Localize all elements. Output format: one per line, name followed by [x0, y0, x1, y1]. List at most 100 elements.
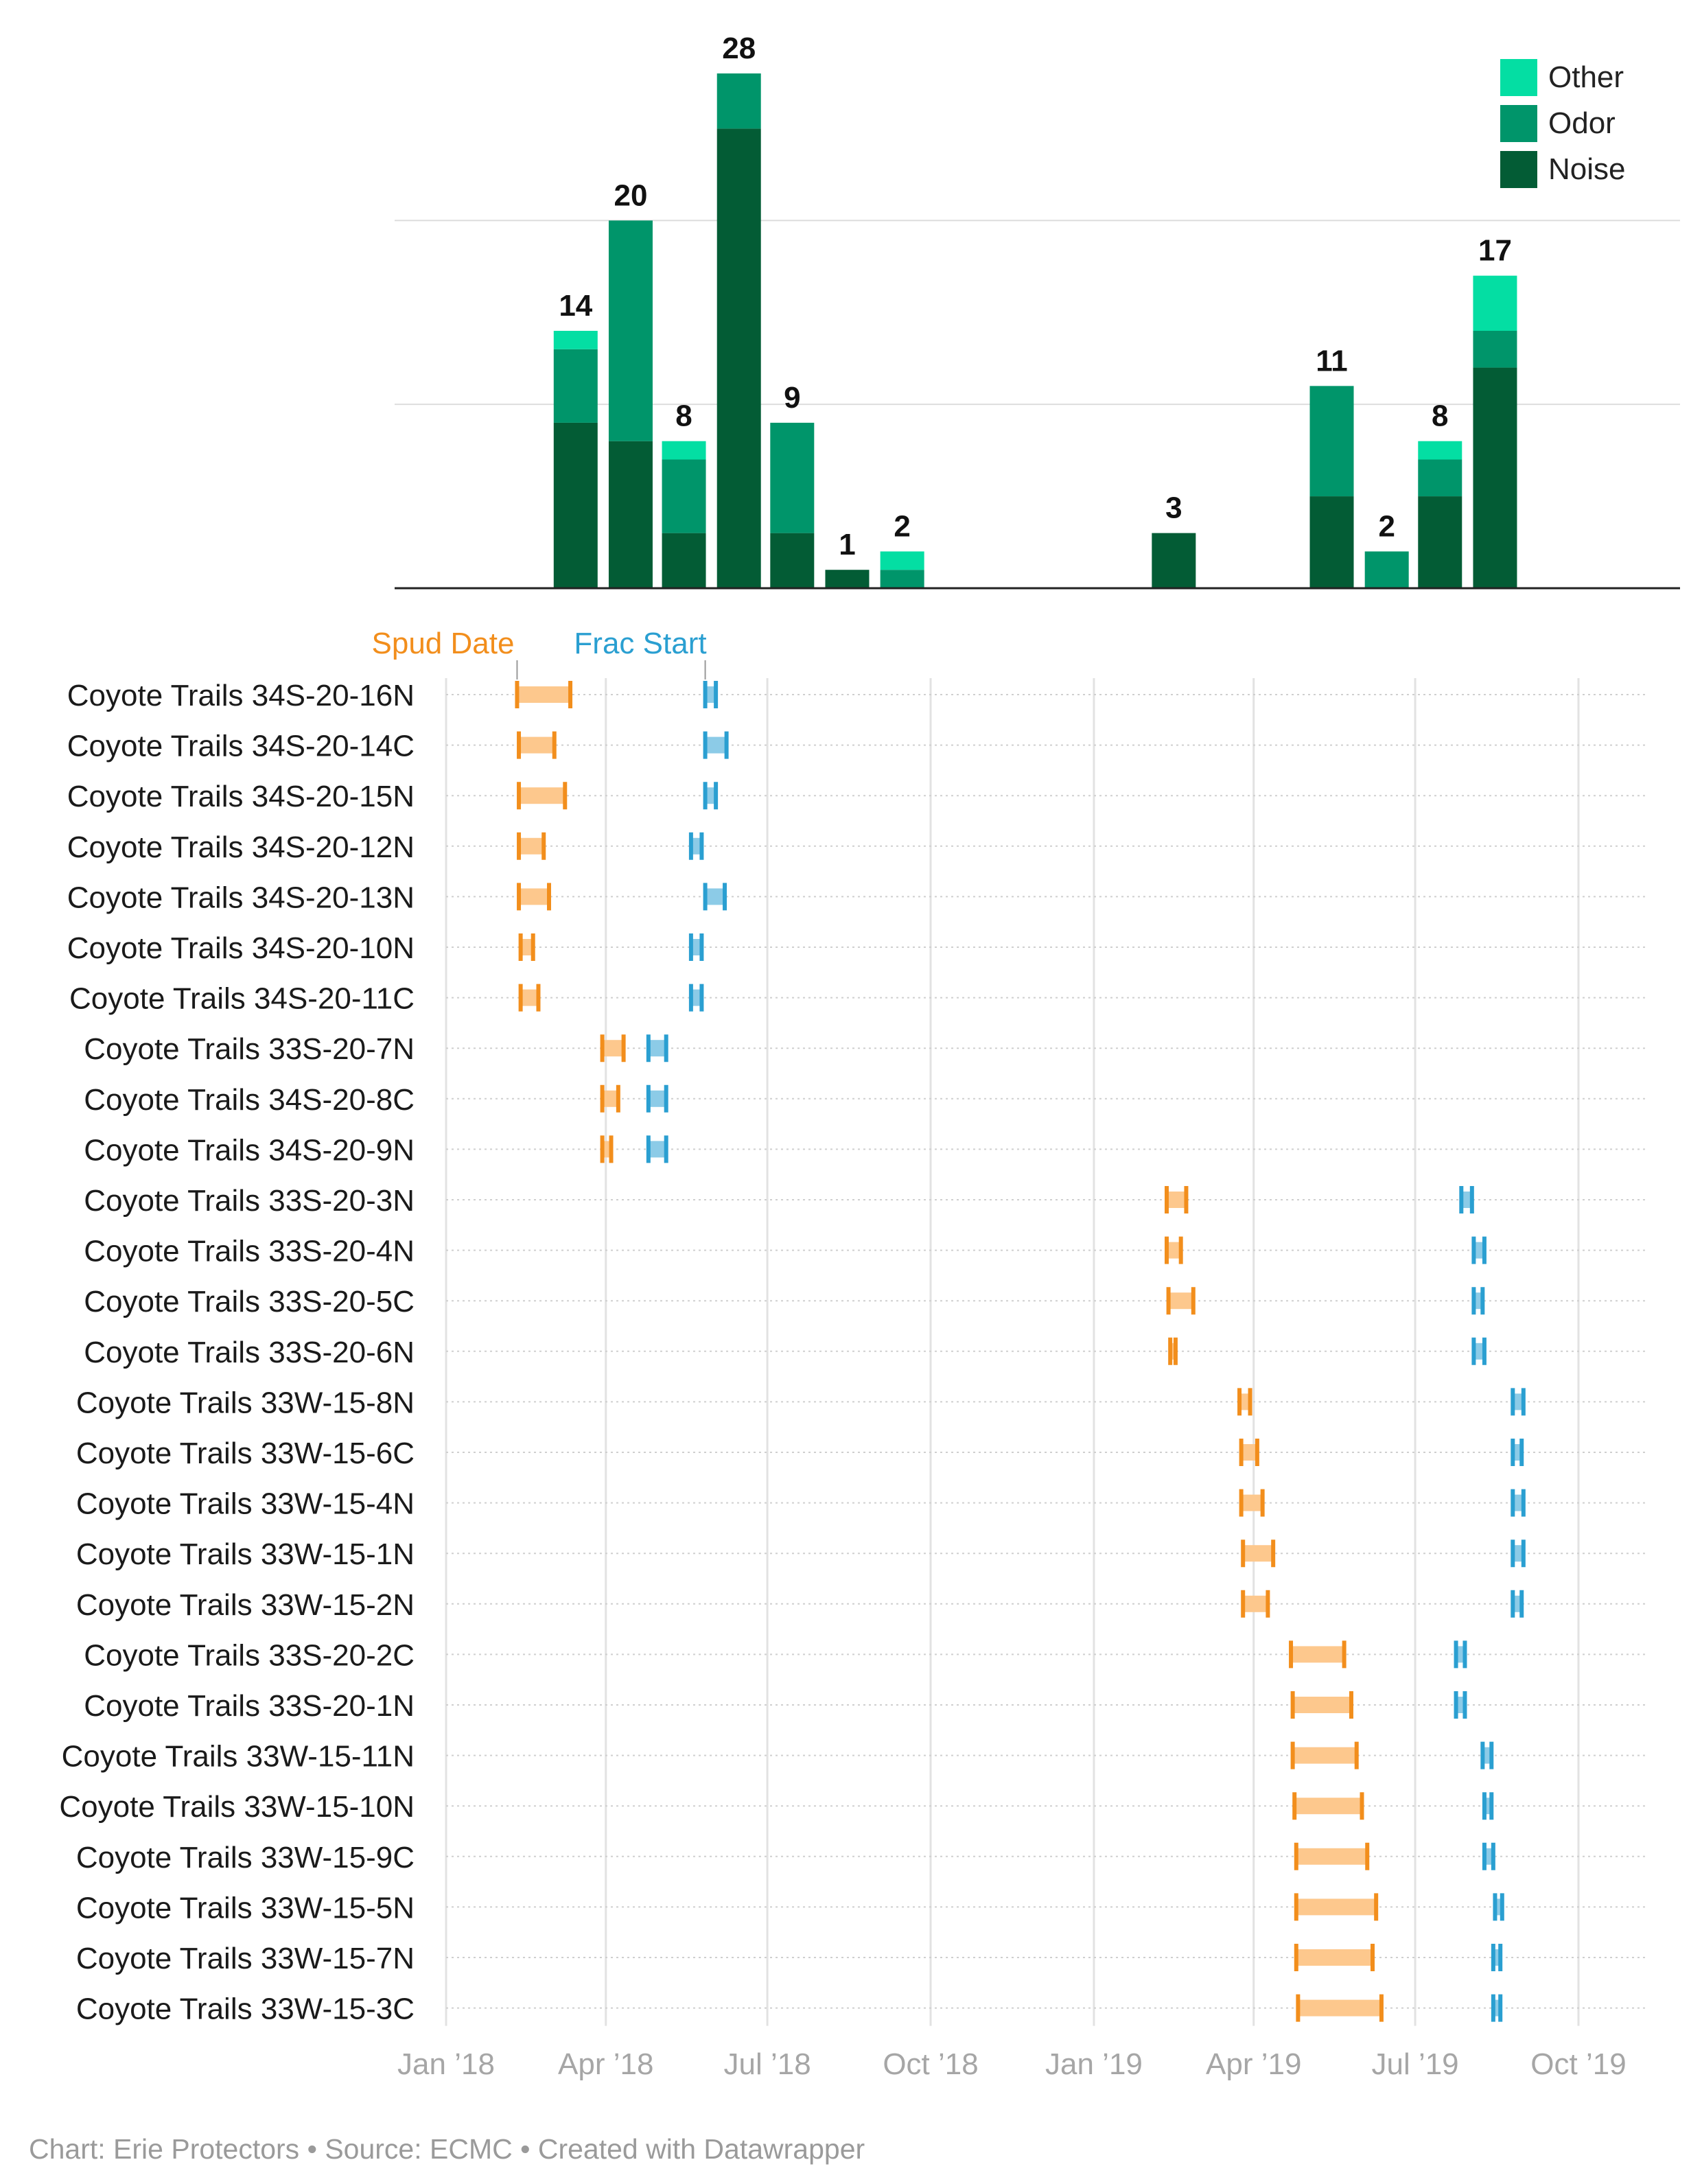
bar-other-2019-08 [1473, 275, 1517, 331]
spud-range-bar [1239, 1393, 1250, 1410]
spud-range-bar [1168, 1292, 1193, 1310]
spud-range-bar [1243, 1595, 1268, 1612]
frac-range-bar [1493, 1949, 1501, 1966]
bar-other-2018-09 [880, 551, 924, 570]
bar-total-label-2018-05: 8 [675, 399, 692, 433]
bar-odor-2019-07 [1418, 459, 1462, 497]
well-label: Coyote Trails 33W-15-8N [76, 1386, 415, 1419]
well-label: Coyote Trails 33S-20-1N [84, 1689, 415, 1723]
spud-range-bar [1296, 1848, 1368, 1865]
chart-footer: Chart: Erie Protectors • Source: ECMC • … [29, 2133, 865, 2165]
frac-range-bar [1484, 1848, 1493, 1865]
frac-range-bar [690, 939, 702, 955]
spud-range-bar [1241, 1444, 1257, 1461]
spud-range-bar [1294, 1798, 1362, 1815]
bar-noise-2019-02 [1152, 533, 1196, 588]
well-label: Coyote Trails 33S-20-6N [84, 1336, 415, 1369]
frac-range-bar [1513, 1494, 1524, 1511]
bar-other-2018-03 [553, 331, 598, 349]
well-label: Coyote Trails 33W-15-11N [62, 1740, 415, 1774]
spud-range-bar [1298, 1999, 1382, 2017]
legend-swatch-other [1500, 59, 1537, 96]
bar-odor-2019-08 [1473, 331, 1517, 368]
well-label: Coyote Trails 34S-20-9N [84, 1133, 415, 1167]
well-label: Coyote Trails 33S-20-2C [84, 1638, 415, 1672]
frac-start-legend: Frac Start [574, 627, 706, 660]
frac-range-bar [705, 736, 727, 754]
bar-total-label-2019-02: 3 [1165, 491, 1182, 525]
x-tick-label: Oct ’18 [883, 2047, 978, 2081]
frac-range-bar [1484, 1798, 1492, 1815]
frac-range-bar [648, 1040, 666, 1057]
spud-range-bar [1292, 1697, 1351, 1713]
frac-range-bar [648, 1141, 666, 1158]
bar-total-label-2019-08: 17 [1478, 234, 1512, 268]
legend-label-other: Other [1548, 60, 1624, 94]
well-label: Coyote Trails 33S-20-4N [84, 1235, 415, 1268]
spud-range-bar [602, 1090, 618, 1107]
x-tick-label: Jul ’18 [724, 2047, 811, 2081]
bar-total-label-2019-05: 11 [1316, 344, 1348, 377]
frac-range-bar [1513, 1545, 1524, 1562]
bar-noise-2018-03 [553, 422, 598, 588]
frac-range-bar [690, 837, 702, 855]
bar-total-label-2019-06: 2 [1378, 509, 1395, 543]
legend-swatch-noise [1500, 151, 1537, 188]
spud-range-bar [1241, 1494, 1263, 1511]
well-label: Coyote Trails 33S-20-7N [84, 1032, 415, 1066]
well-label: Coyote Trails 33W-15-7N [76, 1942, 415, 1975]
legend-label-odor: Odor [1548, 106, 1616, 140]
spud-range-bar [520, 939, 533, 955]
well-label: Coyote Trails 33W-15-6C [76, 1437, 415, 1470]
spud-range-bar [602, 1040, 624, 1057]
bar-total-label-2018-08: 1 [839, 528, 855, 561]
bar-total-label-2018-09: 2 [894, 509, 910, 543]
well-label: Coyote Trails 33W-15-2N [76, 1588, 415, 1622]
x-tick-label: Jul ’19 [1371, 2047, 1458, 2081]
spud-range-bar [1167, 1242, 1181, 1259]
bar-noise-2018-05 [662, 533, 706, 588]
bar-noise-2019-07 [1418, 496, 1462, 588]
bar-noise-2018-08 [825, 570, 870, 588]
spud-range-bar [1167, 1192, 1187, 1208]
well-label: Coyote Trails 34S-20-13N [67, 881, 415, 914]
bar-total-label-2018-07: 9 [784, 381, 800, 415]
frac-range-bar [705, 787, 716, 804]
frac-range-bar [1456, 1697, 1465, 1713]
bar-other-2018-05 [662, 441, 706, 460]
bar-noise-2018-06 [716, 128, 761, 588]
x-tick-label: Apr ’19 [1206, 2047, 1301, 2081]
x-tick-label: Jan ’18 [397, 2047, 495, 2081]
bar-total-label-2018-06: 28 [722, 32, 756, 65]
bar-odor-2018-03 [553, 349, 598, 423]
frac-range-bar [1473, 1343, 1484, 1360]
frac-range-bar [1495, 1898, 1502, 1916]
bar-odor-2019-05 [1309, 386, 1354, 497]
bar-odor-2018-04 [608, 220, 653, 441]
spud-range-bar [1296, 1898, 1377, 1916]
bar-noise-2018-07 [770, 533, 815, 588]
frac-range-bar [1461, 1192, 1472, 1208]
bar-odor-2018-07 [770, 422, 815, 533]
well-label: Coyote Trails 33W-15-3C [76, 1993, 415, 2026]
bar-total-label-2018-03: 14 [559, 289, 592, 323]
legend-label-noise: Noise [1548, 152, 1626, 186]
frac-range-bar [1513, 1595, 1522, 1612]
bar-total-label-2019-07: 8 [1432, 399, 1448, 433]
well-label: Coyote Trails 34S-20-10N [67, 931, 415, 965]
frac-range-bar [648, 1090, 666, 1107]
spud-range-bar [517, 686, 571, 703]
frac-range-bar [1513, 1393, 1524, 1410]
well-label: Coyote Trails 33W-15-10N [59, 1790, 415, 1824]
well-label: Coyote Trails 34S-20-16N [67, 679, 415, 712]
frac-range-bar [690, 989, 702, 1006]
frac-range-bar [1482, 1747, 1492, 1764]
x-tick-label: Apr ’18 [558, 2047, 653, 2081]
well-label: Coyote Trails 34S-20-12N [67, 830, 415, 864]
spud-range-bar [1292, 1747, 1357, 1764]
well-label: Coyote Trails 33W-15-1N [76, 1537, 415, 1571]
spud-range-bar [1170, 1343, 1176, 1360]
spud-range-bar [1243, 1545, 1274, 1562]
bar-odor-2019-06 [1364, 551, 1409, 588]
